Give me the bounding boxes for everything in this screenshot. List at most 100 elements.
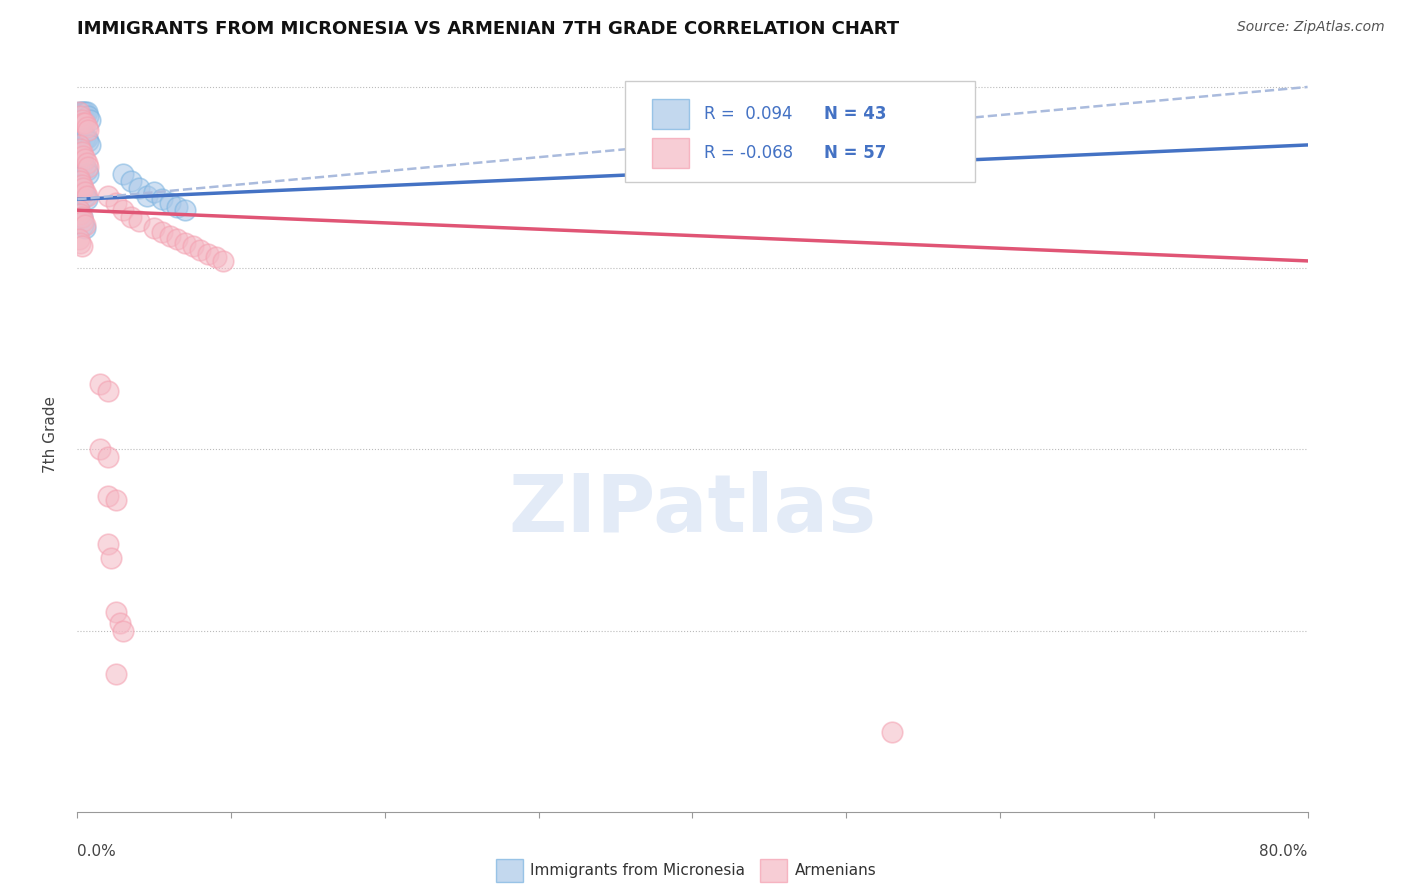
- Point: [128, 214, 150, 228]
- Point: [70, 211, 93, 225]
- Point: [100, 551, 122, 566]
- Point: [97, 188, 120, 202]
- Point: [150, 192, 173, 206]
- Point: [76, 192, 98, 206]
- Text: ZIPatlas: ZIPatlas: [509, 471, 876, 549]
- Point: [67, 170, 90, 185]
- Point: [204, 250, 226, 264]
- Point: [174, 203, 197, 218]
- Point: [97, 490, 120, 504]
- Text: N = 57: N = 57: [824, 145, 886, 162]
- Point: [97, 450, 120, 464]
- Point: [70, 178, 93, 192]
- Point: [104, 606, 127, 620]
- Point: [72, 116, 94, 130]
- Point: [120, 211, 142, 225]
- Point: [79, 112, 101, 127]
- Point: [73, 116, 96, 130]
- Point: [77, 109, 100, 123]
- Text: R =  0.094: R = 0.094: [703, 105, 792, 123]
- Text: Armenians: Armenians: [794, 863, 876, 878]
- Point: [72, 185, 94, 199]
- FancyBboxPatch shape: [624, 80, 976, 182]
- Point: [135, 188, 157, 202]
- Point: [72, 214, 94, 228]
- Point: [104, 493, 127, 508]
- Point: [110, 616, 132, 631]
- Point: [76, 120, 98, 134]
- Point: [188, 243, 212, 257]
- Point: [212, 253, 235, 268]
- Point: [76, 130, 98, 145]
- Point: [70, 112, 93, 127]
- Point: [112, 167, 135, 181]
- Point: [67, 203, 90, 218]
- Point: [67, 203, 90, 218]
- Bar: [496, 859, 523, 882]
- Point: [72, 156, 94, 170]
- Point: [77, 167, 100, 181]
- Point: [67, 145, 90, 160]
- Point: [89, 442, 111, 457]
- Point: [73, 185, 96, 199]
- Text: 80.0%: 80.0%: [1260, 845, 1308, 859]
- Point: [104, 195, 127, 210]
- Point: [77, 134, 100, 148]
- Point: [104, 667, 127, 681]
- Point: [143, 221, 166, 235]
- Point: [197, 246, 219, 260]
- Point: [69, 109, 91, 123]
- Point: [120, 174, 142, 188]
- Point: [69, 174, 91, 188]
- Point: [112, 624, 135, 638]
- Point: [69, 207, 91, 221]
- Point: [143, 185, 166, 199]
- Text: Source: ZipAtlas.com: Source: ZipAtlas.com: [1237, 20, 1385, 34]
- Text: 0.0%: 0.0%: [77, 845, 117, 859]
- Point: [76, 156, 98, 170]
- Text: Immigrants from Micronesia: Immigrants from Micronesia: [530, 863, 745, 878]
- Point: [76, 188, 98, 202]
- Point: [69, 120, 91, 134]
- Point: [67, 174, 90, 188]
- Bar: [652, 138, 689, 169]
- Bar: [652, 99, 689, 129]
- Point: [70, 153, 93, 167]
- Point: [72, 181, 94, 195]
- Point: [72, 105, 94, 120]
- Point: [73, 130, 96, 145]
- Point: [67, 105, 90, 120]
- Point: [72, 218, 94, 232]
- Point: [69, 149, 91, 163]
- Point: [77, 123, 100, 137]
- Point: [166, 232, 188, 246]
- Point: [70, 211, 93, 225]
- Point: [69, 235, 91, 250]
- Point: [70, 181, 93, 195]
- Point: [69, 207, 91, 221]
- Text: R = -0.068: R = -0.068: [703, 145, 793, 162]
- Point: [70, 105, 93, 120]
- Point: [69, 178, 91, 192]
- Point: [72, 127, 94, 141]
- Point: [166, 200, 188, 214]
- Text: IMMIGRANTS FROM MICRONESIA VS ARMENIAN 7TH GRADE CORRELATION CHART: IMMIGRANTS FROM MICRONESIA VS ARMENIAN 7…: [77, 20, 900, 37]
- Point: [67, 105, 90, 120]
- Point: [70, 123, 93, 137]
- Point: [67, 232, 90, 246]
- Point: [69, 142, 91, 156]
- Point: [79, 137, 101, 152]
- Point: [89, 377, 111, 392]
- Point: [181, 239, 204, 253]
- Point: [70, 239, 93, 253]
- Point: [159, 195, 181, 210]
- Point: [73, 221, 96, 235]
- Point: [73, 218, 96, 232]
- Point: [882, 725, 904, 739]
- Point: [128, 181, 150, 195]
- Text: 7th Grade: 7th Grade: [42, 396, 58, 474]
- Point: [150, 225, 173, 239]
- Point: [72, 149, 94, 163]
- Bar: [761, 859, 787, 882]
- Point: [69, 109, 91, 123]
